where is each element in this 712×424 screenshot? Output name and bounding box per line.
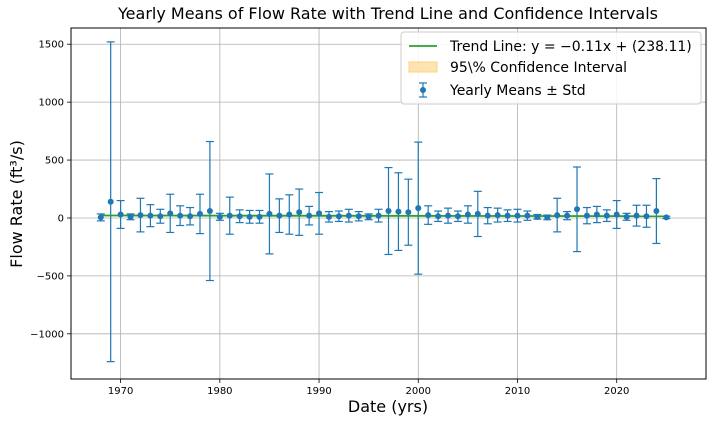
yearly-mean-point <box>276 212 283 219</box>
yearly-mean-point <box>177 212 184 219</box>
y-axis-ticks: −1000 −500 0 500 1000 1500 <box>30 40 71 340</box>
yearly-mean-point <box>653 208 660 215</box>
yearly-mean-point <box>415 205 422 212</box>
x-tick-label: 1970 <box>108 386 133 397</box>
yearly-mean-point <box>355 213 362 220</box>
yearly-mean-point <box>583 212 590 219</box>
yearly-mean-point <box>256 213 263 220</box>
data-points <box>97 198 670 221</box>
legend-ci-label: 95\% Confidence Interval <box>450 60 627 76</box>
yearly-mean-point <box>633 212 640 219</box>
yearly-mean-point <box>494 212 501 219</box>
yearly-mean-point <box>603 212 610 219</box>
yearly-mean-point <box>107 198 114 205</box>
yearly-mean-point <box>504 212 511 219</box>
legend-ci-swatch <box>408 61 438 73</box>
yearly-mean-point <box>643 213 650 220</box>
yearly-mean-point <box>286 211 293 218</box>
legend-trend-label: Trend Line: y = −0.11x + (238.11) <box>449 39 692 55</box>
legend-points-label: Yearly Means ± Std <box>449 83 586 99</box>
yearly-mean-point <box>117 211 124 218</box>
yearly-mean-point <box>196 210 203 217</box>
yearly-mean-point <box>524 212 531 219</box>
trend-line-group <box>100 214 667 218</box>
yearly-mean-point <box>593 211 600 218</box>
yearly-mean-point <box>534 213 541 220</box>
yearly-mean-point <box>216 213 223 220</box>
legend-frame <box>400 31 702 105</box>
yearly-mean-point <box>206 208 213 215</box>
plot-frame <box>70 27 707 380</box>
y-tick-label: 500 <box>45 156 64 167</box>
yearly-mean-point <box>246 213 253 220</box>
yearly-mean-point <box>454 213 461 220</box>
yearly-mean-point <box>147 212 154 219</box>
chart-title: Yearly Means of Flow Rate with Trend Lin… <box>117 4 658 23</box>
yearly-mean-point <box>663 214 670 221</box>
yearly-mean-point <box>544 214 551 221</box>
yearly-mean-point <box>226 212 233 219</box>
yearly-mean-point <box>474 210 481 217</box>
yearly-mean-point <box>97 214 104 221</box>
yearly-mean-point <box>157 213 164 220</box>
legend: Trend Line: y = −0.11x + (238.11) 95\% C… <box>400 31 702 105</box>
y-tick-label: −500 <box>37 271 64 282</box>
yearly-mean-point <box>167 210 174 217</box>
trend-line <box>100 214 667 218</box>
yearly-mean-point <box>316 210 323 217</box>
yearly-mean-point <box>623 213 630 220</box>
x-axis-title: Date (yrs) <box>348 397 428 416</box>
yearly-mean-point <box>127 213 134 220</box>
yearly-mean-point <box>514 212 521 219</box>
y-tick-label: 1500 <box>39 40 64 51</box>
x-tick-label: 2000 <box>406 386 431 397</box>
yearly-mean-point <box>296 209 303 216</box>
yearly-mean-point <box>395 208 402 215</box>
yearly-mean-point <box>435 213 442 220</box>
yearly-mean-point <box>405 209 412 216</box>
legend-points-swatch <box>419 82 427 98</box>
yearly-mean-point <box>445 212 452 219</box>
yearly-mean-point <box>365 213 372 220</box>
yearly-mean-point <box>236 213 243 220</box>
x-axis-ticks: 1970 1980 1990 2000 2010 2020 <box>108 379 629 397</box>
yearly-mean-point <box>137 212 144 219</box>
y-axis-title: Flow Rate (ft³/s) <box>7 140 26 268</box>
yearly-mean-point <box>554 212 561 219</box>
y-tick-label: 1000 <box>39 98 64 109</box>
yearly-mean-point <box>613 211 620 218</box>
yearly-mean-point <box>266 210 273 217</box>
yearly-mean-point <box>574 206 581 213</box>
yearly-mean-point <box>306 212 313 219</box>
yearly-mean-point <box>335 213 342 220</box>
yearly-mean-point <box>385 208 392 215</box>
x-tick-label: 2020 <box>604 386 629 397</box>
x-tick-label: 2010 <box>505 386 530 397</box>
x-tick-label: 1980 <box>207 386 232 397</box>
x-tick-label: 1990 <box>306 386 331 397</box>
y-tick-label: −1000 <box>30 329 64 340</box>
yearly-mean-point <box>564 212 571 219</box>
yearly-mean-point <box>325 213 332 220</box>
yearly-mean-point <box>464 211 471 218</box>
yearly-mean-point <box>345 212 352 219</box>
yearly-mean-point <box>375 212 382 219</box>
y-tick-label: 0 <box>58 213 64 224</box>
yearly-mean-point <box>484 212 491 219</box>
yearly-mean-point <box>187 213 194 220</box>
yearly-mean-point <box>425 212 432 219</box>
